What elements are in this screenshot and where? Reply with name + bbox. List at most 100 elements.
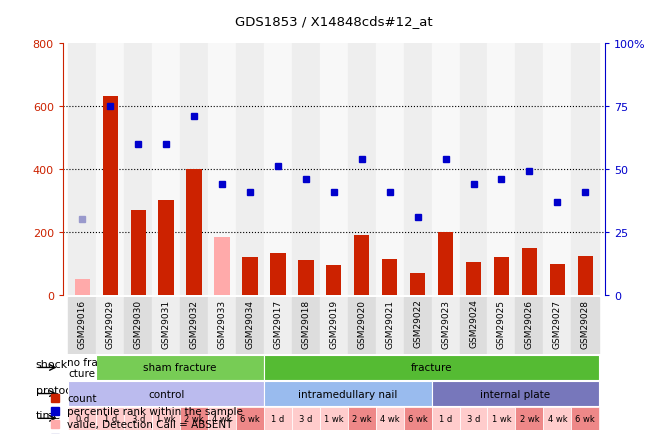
Text: 6 wk: 6 wk	[575, 414, 595, 423]
Bar	[375, 298, 404, 354]
Text: 6 wk: 6 wk	[408, 414, 428, 423]
Text: 2 wk: 2 wk	[520, 414, 539, 423]
FancyBboxPatch shape	[264, 381, 432, 406]
Bar	[68, 298, 97, 354]
Bar	[264, 298, 292, 354]
Text: GSM29025: GSM29025	[497, 299, 506, 348]
Bar	[124, 298, 152, 354]
Bar	[214, 237, 230, 296]
Bar	[438, 233, 453, 296]
Text: GSM29017: GSM29017	[274, 299, 282, 348]
FancyBboxPatch shape	[375, 407, 404, 430]
Bar	[320, 43, 348, 296]
Bar	[466, 263, 481, 296]
Bar	[97, 43, 124, 296]
FancyBboxPatch shape	[432, 381, 600, 406]
Bar	[354, 236, 369, 296]
Text: 3 d: 3 d	[132, 414, 145, 423]
FancyBboxPatch shape	[320, 407, 348, 430]
FancyBboxPatch shape	[97, 407, 124, 430]
Bar	[410, 273, 425, 296]
Text: 2 wk: 2 wk	[184, 414, 204, 423]
Bar	[159, 201, 174, 296]
Bar	[543, 298, 571, 354]
Text: GSM29016: GSM29016	[78, 299, 87, 348]
Text: 2 wk: 2 wk	[352, 414, 371, 423]
Bar	[208, 298, 236, 354]
Text: intramedullary nail: intramedullary nail	[298, 389, 397, 398]
FancyBboxPatch shape	[348, 407, 375, 430]
FancyBboxPatch shape	[264, 355, 600, 380]
Text: value, Detection Call = ABSENT: value, Detection Call = ABSENT	[67, 420, 233, 430]
Bar	[180, 43, 208, 296]
Bar	[494, 258, 509, 296]
Bar	[124, 43, 152, 296]
Bar	[459, 43, 487, 296]
Bar	[487, 298, 516, 354]
Text: 4 wk: 4 wk	[380, 414, 399, 423]
Text: GSM29023: GSM29023	[441, 299, 450, 348]
Text: 1 d: 1 d	[271, 414, 284, 423]
FancyBboxPatch shape	[459, 407, 487, 430]
Bar	[404, 298, 432, 354]
FancyBboxPatch shape	[432, 407, 459, 430]
Bar	[571, 43, 600, 296]
FancyBboxPatch shape	[571, 407, 600, 430]
FancyBboxPatch shape	[68, 407, 97, 430]
Bar	[236, 298, 264, 354]
Bar	[550, 264, 565, 296]
Bar	[516, 43, 543, 296]
Text: GSM29034: GSM29034	[245, 299, 254, 348]
Text: fracture: fracture	[411, 363, 452, 372]
FancyBboxPatch shape	[97, 355, 264, 380]
Bar	[571, 298, 600, 354]
Bar	[320, 298, 348, 354]
Text: GSM29024: GSM29024	[469, 299, 478, 348]
FancyBboxPatch shape	[236, 407, 264, 430]
Text: percentile rank within the sample: percentile rank within the sample	[67, 406, 243, 416]
FancyBboxPatch shape	[516, 407, 543, 430]
Text: GSM29018: GSM29018	[301, 299, 311, 348]
Text: 0 d: 0 d	[76, 414, 89, 423]
Text: time: time	[36, 410, 61, 420]
Bar	[432, 43, 459, 296]
Text: GSM29030: GSM29030	[134, 299, 143, 348]
Text: 1 wk: 1 wk	[324, 414, 344, 423]
Bar	[348, 43, 375, 296]
Text: 1 wk: 1 wk	[492, 414, 511, 423]
Text: GSM29019: GSM29019	[329, 299, 338, 348]
Text: 3 d: 3 d	[299, 414, 313, 423]
Bar	[298, 261, 313, 296]
Bar	[264, 43, 292, 296]
Bar	[522, 249, 537, 296]
Text: 1 d: 1 d	[439, 414, 452, 423]
Text: GSM29020: GSM29020	[357, 299, 366, 348]
Bar	[270, 253, 286, 296]
Bar	[186, 170, 202, 296]
Bar	[292, 43, 320, 296]
Text: GSM29026: GSM29026	[525, 299, 534, 348]
Bar	[543, 43, 571, 296]
Bar	[459, 298, 487, 354]
Bar	[487, 43, 516, 296]
Bar	[208, 43, 236, 296]
Text: GSM29031: GSM29031	[162, 299, 171, 348]
Bar	[152, 298, 180, 354]
Text: rank, Detection Call = ABSENT: rank, Detection Call = ABSENT	[67, 433, 227, 434]
FancyBboxPatch shape	[264, 407, 292, 430]
FancyBboxPatch shape	[152, 407, 180, 430]
Bar	[348, 298, 375, 354]
Bar	[326, 266, 342, 296]
Bar	[68, 43, 97, 296]
Text: control: control	[148, 389, 184, 398]
Bar	[97, 298, 124, 354]
Text: GDS1853 / X14848cds#12_at: GDS1853 / X14848cds#12_at	[235, 15, 432, 28]
FancyBboxPatch shape	[68, 355, 97, 380]
Text: 4 wk: 4 wk	[212, 414, 232, 423]
FancyBboxPatch shape	[487, 407, 516, 430]
Bar	[432, 298, 459, 354]
Text: GSM29021: GSM29021	[385, 299, 394, 348]
Bar	[578, 256, 593, 296]
Bar	[102, 97, 118, 296]
Text: GSM29029: GSM29029	[106, 299, 115, 348]
